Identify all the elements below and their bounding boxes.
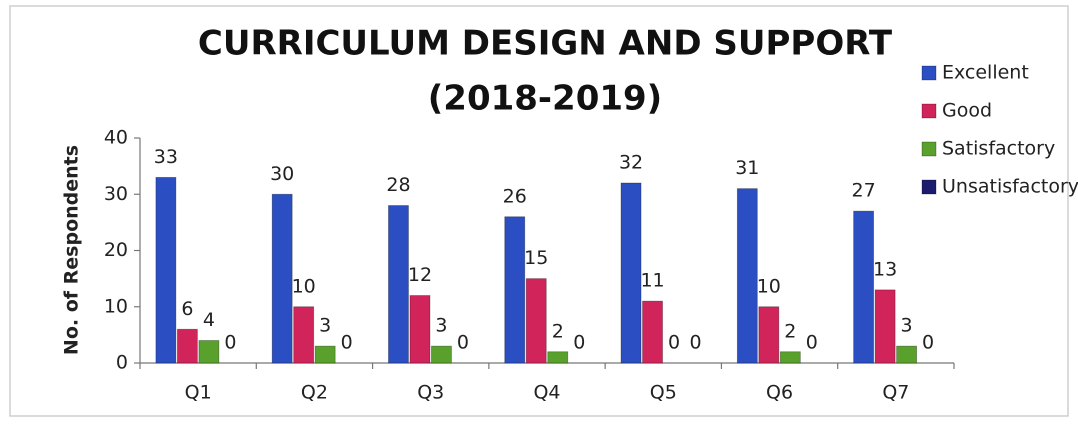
data-label: 10 [757, 275, 781, 297]
legend-swatch [921, 103, 937, 119]
x-tick-label: Q7 [882, 382, 909, 404]
data-label: 3 [319, 315, 331, 337]
legend-label: Unsatisfactory [942, 176, 1078, 198]
bar [642, 300, 663, 364]
bar [736, 188, 758, 364]
data-label: 0 [668, 332, 680, 354]
data-label: 2 [552, 320, 564, 342]
x-tick-label: Q2 [301, 382, 328, 404]
x-tick-label: Q6 [766, 382, 793, 404]
data-label: 0 [806, 332, 818, 354]
bar [853, 210, 875, 364]
data-label: 2 [784, 320, 796, 342]
data-label: 0 [341, 332, 353, 354]
data-label: 10 [292, 275, 316, 297]
chart-subtitle: (2018-2019) [428, 79, 662, 119]
x-tick-label: Q1 [185, 382, 212, 404]
legend-swatch [921, 179, 937, 195]
data-label: 0 [922, 332, 934, 354]
bar [504, 216, 526, 364]
legend-swatch [921, 141, 937, 157]
legend-label: Excellent [942, 62, 1029, 84]
bar [779, 351, 801, 364]
data-label: 32 [619, 152, 643, 174]
data-label: 0 [573, 332, 585, 354]
y-tick-label: 30 [104, 183, 128, 205]
y-tick-label: 20 [104, 239, 128, 261]
data-label: 12 [408, 264, 432, 286]
data-label: 28 [386, 174, 410, 196]
data-label: 3 [901, 315, 913, 337]
bar [896, 345, 918, 364]
bar [388, 205, 409, 364]
data-label: 3 [435, 315, 447, 337]
chart-title: CURRICULUM DESIGN AND SUPPORT [198, 24, 893, 64]
x-tick-label: Q5 [650, 382, 677, 404]
x-tick-label: Q3 [417, 382, 444, 404]
data-label: 15 [524, 247, 548, 269]
bar [874, 289, 896, 364]
legend-label: Satisfactory [942, 138, 1055, 160]
data-label: 31 [735, 157, 759, 179]
data-label: 4 [203, 309, 215, 331]
data-label: 0 [689, 332, 701, 354]
data-label: 27 [852, 180, 876, 202]
y-axis-title: No. of Respondents [61, 145, 83, 355]
data-label: 13 [873, 258, 897, 280]
bar [198, 340, 220, 364]
data-label: 6 [181, 298, 193, 320]
data-label: 0 [224, 332, 236, 354]
y-tick-label: 40 [104, 127, 128, 149]
bar [176, 328, 198, 364]
legend-label: Good [942, 100, 992, 122]
x-tick-label: Q4 [533, 382, 560, 404]
bar [431, 345, 452, 364]
data-label: 33 [154, 146, 178, 168]
bar [409, 295, 431, 364]
bar [525, 278, 547, 364]
data-label: 11 [640, 270, 664, 292]
bar [293, 306, 315, 364]
bar [547, 351, 569, 364]
bar [314, 345, 336, 364]
bar [620, 182, 642, 364]
data-label: 0 [457, 332, 469, 354]
data-label: 30 [270, 163, 294, 185]
bar [758, 306, 780, 364]
bar [271, 193, 293, 364]
data-label: 26 [503, 185, 527, 207]
y-tick-label: 10 [104, 295, 128, 317]
bar [155, 176, 177, 364]
legend-swatch [921, 65, 937, 81]
y-tick-label: 0 [116, 352, 128, 374]
